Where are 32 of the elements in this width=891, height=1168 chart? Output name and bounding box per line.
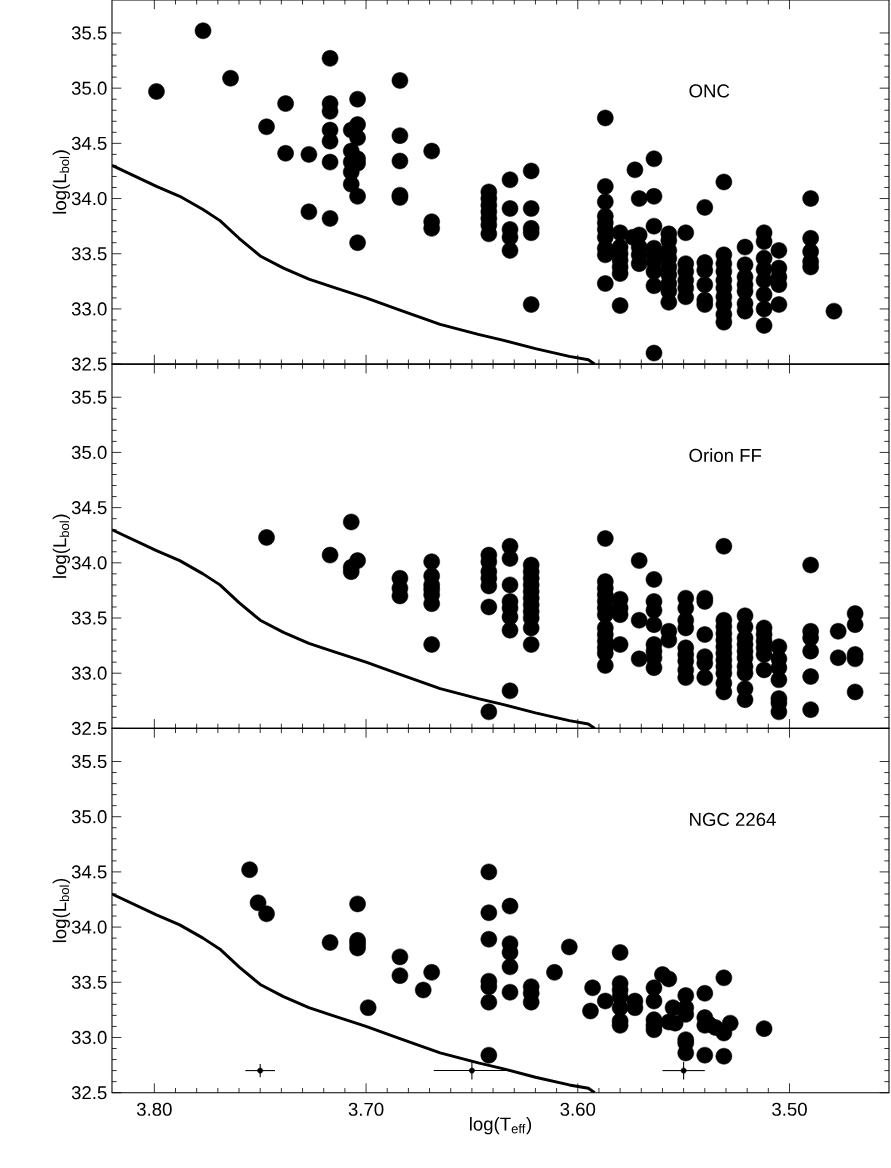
y-tick-label: 32.5 [71,721,107,735]
x-axis-title: log(T$_{eff}$) [470,1116,532,1135]
y-axis-title: log(L$_{bol}$) [52,878,70,943]
y-tick-label: 33.0 [71,302,107,316]
annotation: NGC 2264 [690,812,776,827]
y-tick-label: 34.5 [71,865,107,879]
x-tick-label: 3.70 [348,1102,384,1116]
x-tick-label: 3.80 [136,1102,172,1116]
y-tick-label: 34.0 [71,191,107,206]
y-tick-label: 35.5 [71,26,107,40]
y-tick-label: 32.5 [71,357,107,371]
y-axis-title: log(L$_{bol}$) [52,514,70,578]
y-tick-label: 33.0 [71,1030,107,1045]
y-tick-label: 34.0 [71,556,107,570]
y-tick-label: 33.0 [71,666,107,680]
annotation: Orion FF [689,448,762,463]
y-tick-label: 34.0 [71,920,107,934]
x-tick-label: 3.50 [772,1102,807,1116]
y-tick-label: 33.5 [71,247,107,261]
y-tick-label: 33.5 [71,975,107,989]
y-axis-title: log(L$_{bol}$) [52,150,70,214]
y-tick-label: 35.5 [71,390,107,404]
y-tick-label: 32.5 [71,1086,107,1100]
y-tick-label: 33.5 [71,611,107,625]
y-tick-label: 35.0 [71,81,107,95]
y-tick-label: 35.0 [71,810,107,824]
y-tick-label: 35.0 [71,445,107,460]
x-tick-label: 3.60 [560,1102,596,1116]
y-tick-label: 35.5 [71,754,107,769]
y-tick-label: 34.5 [71,136,107,150]
y-tick-label: 34.5 [71,501,107,515]
annotation: ONC [689,84,730,98]
